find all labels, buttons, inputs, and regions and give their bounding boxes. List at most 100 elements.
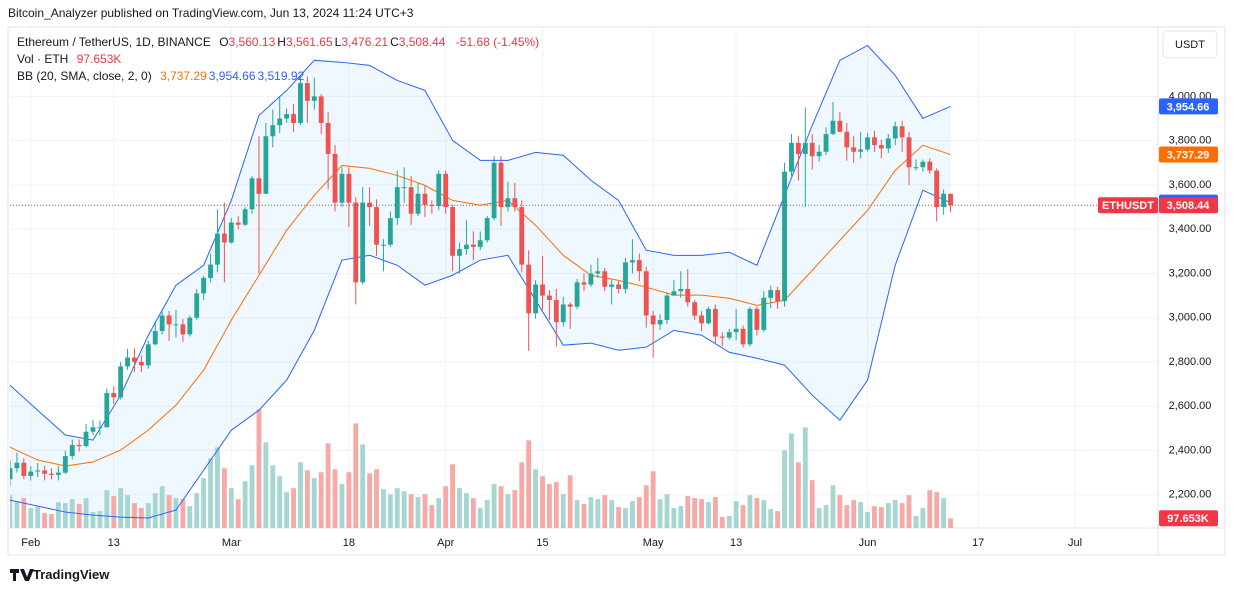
candle-body: [747, 308, 753, 345]
candle-body: [484, 218, 490, 241]
y-tick-label: 3,200.00: [1169, 267, 1212, 279]
candle-body: [581, 282, 587, 285]
candle-body: [768, 290, 774, 298]
candle-body: [553, 300, 559, 323]
bb-value: 3,519.92: [257, 69, 305, 83]
volume-bar: [201, 478, 207, 528]
candle-body: [837, 120, 843, 132]
candle-body: [346, 173, 352, 203]
volume-bar: [809, 480, 815, 528]
volume-bar: [215, 447, 220, 528]
candle-body: [512, 198, 518, 208]
volume-bar: [540, 476, 545, 528]
candle-body: [436, 173, 442, 206]
candle-body: [28, 471, 34, 476]
volume-bar: [228, 488, 234, 528]
volume-bar: [519, 462, 525, 528]
candle-body: [408, 187, 414, 214]
volume-bar: [450, 464, 456, 528]
volume-bar: [180, 499, 186, 528]
volume-bar: [761, 500, 767, 528]
candle-body: [636, 260, 642, 272]
candle-body: [519, 207, 525, 265]
candle-body: [616, 284, 621, 289]
candle-body: [118, 366, 124, 398]
candle-body: [291, 114, 296, 123]
volume-bar: [553, 482, 559, 528]
volume-bar: [643, 485, 649, 528]
candle-body: [132, 357, 137, 362]
volume-bar: [885, 503, 891, 528]
x-tick-label: 18: [343, 537, 355, 549]
candle-body: [533, 284, 539, 314]
candle-body: [567, 304, 573, 307]
candle-body: [560, 304, 566, 323]
brand-logo: [10, 569, 34, 581]
candle-body: [457, 249, 462, 256]
volume-bar: [221, 468, 227, 528]
bb-axis-label: 3,737.29: [1167, 149, 1210, 161]
volume-bar: [332, 469, 338, 528]
volume-bar: [277, 476, 283, 528]
bb-value: 3,737.29: [160, 69, 207, 83]
legend-bb: BB (20, SMA, close, 2, 0) 3,737.29 3,954.…: [17, 69, 306, 83]
y-tick-label: 3,600.00: [1169, 179, 1212, 191]
volume-bar: [574, 500, 580, 528]
candle-body: [125, 357, 130, 367]
candle-body: [851, 147, 857, 152]
volume-bar: [291, 488, 296, 528]
volume-bar: [83, 498, 89, 528]
volume-value: 97.653K: [76, 52, 122, 66]
candle-body: [913, 167, 919, 169]
candle-body: [201, 277, 207, 294]
volume-bar: [401, 491, 407, 528]
volume-bar: [892, 500, 898, 528]
candle-body: [173, 324, 179, 326]
candle-body: [208, 264, 213, 278]
currency-label[interactable]: USDT: [1175, 39, 1205, 51]
volume-bar: [118, 488, 124, 528]
volume-bar: [28, 508, 34, 528]
candle-body: [270, 125, 276, 137]
volume-bar: [159, 486, 165, 528]
volume-bar: [132, 503, 137, 528]
candle-body: [318, 96, 324, 123]
candle-body: [526, 264, 532, 314]
candle-body: [387, 218, 393, 245]
y-tick-label: 3,400.00: [1169, 223, 1212, 235]
volume-bar: [650, 471, 656, 528]
volume-bar: [477, 508, 483, 528]
candle-body: [740, 328, 746, 345]
candle-body: [360, 202, 366, 283]
volume-bar: [505, 494, 511, 528]
candle-body: [249, 178, 255, 210]
volume-bar: [42, 513, 47, 528]
volume-bar: [76, 504, 82, 528]
candle-body: [394, 187, 400, 219]
candle-body: [166, 315, 172, 325]
candle-body: [353, 202, 359, 283]
candle-body: [761, 297, 767, 330]
currency-button[interactable]: [1162, 30, 1218, 59]
candle-body: [892, 126, 898, 139]
candle-body: [97, 427, 103, 429]
candle-body: [228, 222, 234, 243]
volume-bar: [111, 496, 117, 528]
volume-bar: [14, 501, 20, 528]
volume-bar: [457, 488, 462, 528]
volume-bar: [872, 506, 877, 528]
volume-bar: [754, 498, 760, 528]
candle-body: [547, 295, 552, 301]
ohlc-key: H: [277, 35, 286, 49]
volume-bar: [62, 503, 68, 528]
candle-body: [595, 271, 601, 274]
volume-bar: [512, 490, 518, 528]
candle-body: [194, 293, 200, 318]
volume-bar: [851, 500, 857, 528]
candle-body: [830, 120, 836, 135]
legend-main: Ethereum / TetherUS, 1D, BINANCE O3,560.…: [17, 35, 541, 49]
candle-body: [491, 162, 497, 219]
volume-bar: [125, 495, 130, 528]
candle-body: [809, 142, 815, 157]
